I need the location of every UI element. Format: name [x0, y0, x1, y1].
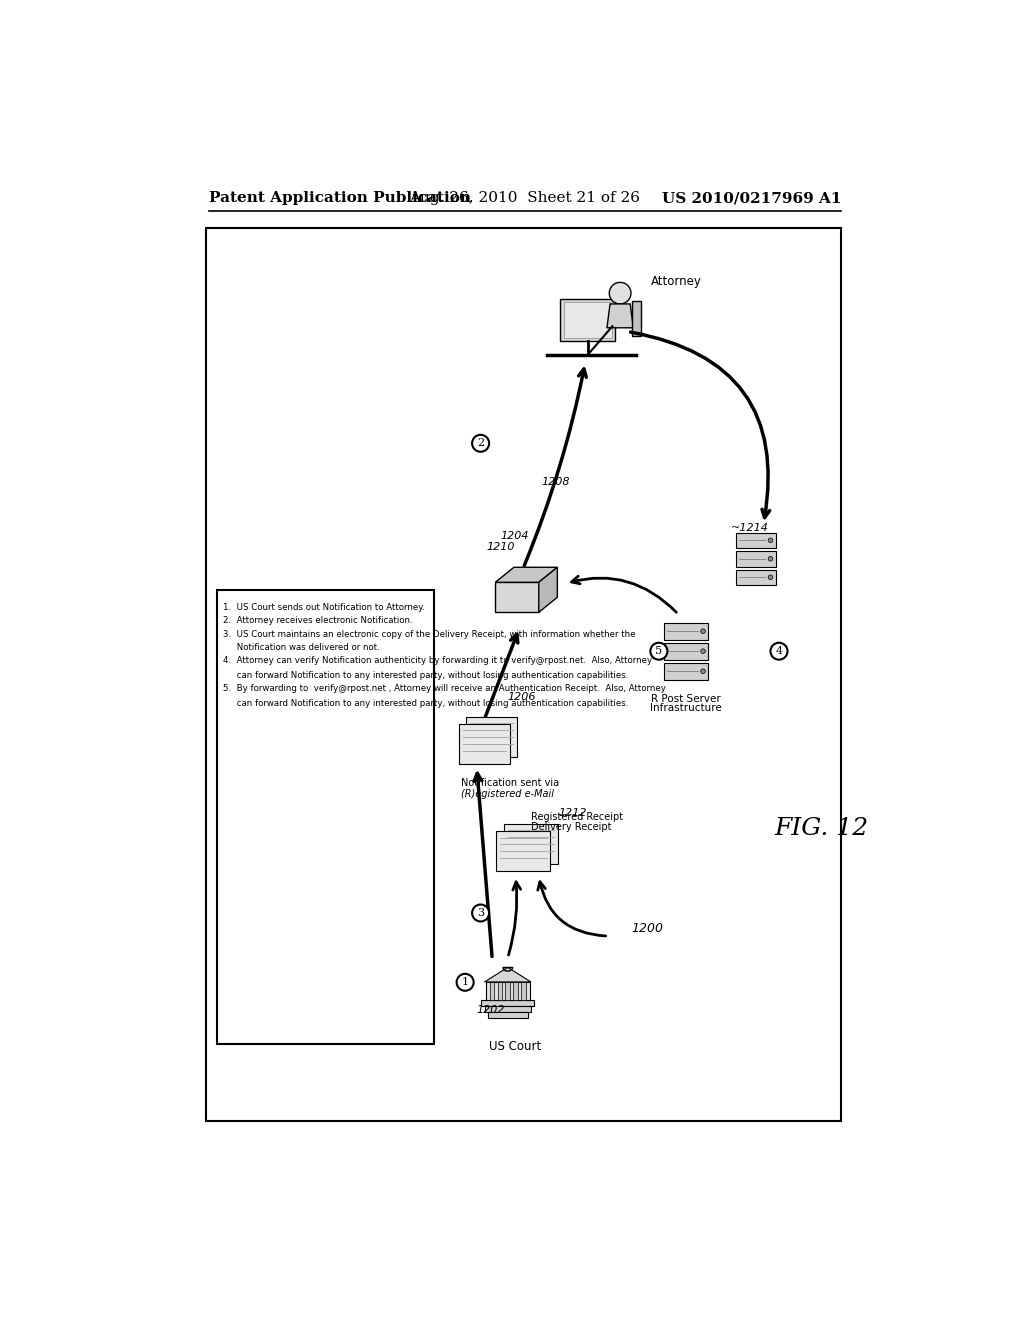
Text: Infrastructure: Infrastructure — [650, 702, 722, 713]
Bar — [206, 227, 841, 1121]
Text: Patent Application Publication: Patent Application Publication — [209, 191, 471, 206]
Bar — [487, 1012, 527, 1018]
Text: US 2010/0217969 A1: US 2010/0217969 A1 — [662, 191, 841, 206]
Text: 5: 5 — [655, 647, 663, 656]
Circle shape — [768, 557, 773, 561]
Text: 5.  By forwarding to  verify@rpost.net , Attorney will receive an Authentication: 5. By forwarding to verify@rpost.net , A… — [223, 684, 667, 693]
Circle shape — [770, 643, 787, 660]
Bar — [496, 582, 539, 612]
Text: 4: 4 — [775, 647, 782, 656]
Circle shape — [650, 643, 668, 660]
Circle shape — [700, 669, 706, 673]
Text: 1208: 1208 — [541, 477, 569, 487]
Text: 1210: 1210 — [486, 543, 515, 552]
Text: 4.  Attorney can verify Notification authenticity by forwarding it to verify@rpo: 4. Attorney can verify Notification auth… — [223, 656, 652, 665]
Text: Delivery Receipt: Delivery Receipt — [531, 822, 611, 832]
Circle shape — [768, 576, 773, 579]
Bar — [481, 999, 535, 1006]
Bar — [563, 302, 611, 338]
Bar — [735, 552, 776, 566]
Bar — [498, 982, 502, 1001]
Text: 1212: 1212 — [558, 808, 587, 818]
Text: Aug. 26, 2010  Sheet 21 of 26: Aug. 26, 2010 Sheet 21 of 26 — [410, 191, 640, 206]
Polygon shape — [539, 568, 557, 612]
Circle shape — [457, 974, 474, 991]
Circle shape — [768, 539, 773, 543]
Bar — [485, 982, 529, 1001]
Circle shape — [472, 434, 489, 451]
Polygon shape — [496, 568, 557, 582]
Circle shape — [700, 628, 706, 634]
Bar — [664, 623, 709, 640]
Text: 3: 3 — [477, 908, 484, 917]
Text: 2: 2 — [477, 438, 484, 449]
Bar — [484, 1006, 530, 1012]
Text: 1202: 1202 — [477, 1006, 505, 1015]
Bar — [560, 298, 614, 341]
Bar — [466, 717, 517, 756]
Bar — [521, 982, 526, 1001]
Text: Notification was delivered or not.: Notification was delivered or not. — [223, 644, 380, 652]
Bar — [217, 590, 434, 1044]
Bar — [496, 832, 550, 871]
Text: 1206: 1206 — [508, 693, 537, 702]
Circle shape — [472, 904, 489, 921]
Text: 1204: 1204 — [500, 531, 528, 541]
Text: ~1214: ~1214 — [731, 523, 769, 533]
Bar — [735, 533, 776, 548]
Circle shape — [700, 649, 706, 653]
Text: 3.  US Court maintains an electronic copy of the Delivery Receipt, with informat: 3. US Court maintains an electronic copy… — [223, 630, 636, 639]
Polygon shape — [484, 968, 530, 982]
Text: 1.  US Court sends out Notification to Attorney.: 1. US Court sends out Notification to At… — [223, 603, 425, 612]
Text: can forward Notification to any interested party, without losing authentication : can forward Notification to any interest… — [223, 671, 629, 680]
Text: can forward Notification to any interested party, without losing authentication : can forward Notification to any interest… — [223, 700, 629, 708]
Bar — [632, 301, 641, 335]
Bar — [506, 982, 510, 1001]
Text: US Court: US Court — [489, 1040, 542, 1053]
Text: 1200: 1200 — [632, 921, 664, 935]
Bar — [460, 723, 510, 763]
Text: Registered Receipt: Registered Receipt — [531, 812, 624, 822]
Text: 2.  Attorney receives electronic Notification.: 2. Attorney receives electronic Notifica… — [223, 615, 413, 624]
Text: 1: 1 — [462, 977, 469, 987]
Text: Attorney: Attorney — [651, 275, 702, 288]
Bar — [489, 982, 495, 1001]
Text: FIG. 12: FIG. 12 — [774, 817, 868, 840]
Circle shape — [609, 282, 631, 304]
Bar — [664, 643, 709, 660]
Bar — [513, 982, 518, 1001]
Bar — [735, 570, 776, 585]
Bar — [664, 663, 709, 680]
Polygon shape — [607, 304, 633, 327]
Text: Notification sent via: Notification sent via — [461, 779, 559, 788]
Text: R Post Server: R Post Server — [651, 693, 721, 704]
Text: (R)egistered e-Mail: (R)egistered e-Mail — [461, 789, 554, 799]
Bar — [504, 824, 558, 863]
